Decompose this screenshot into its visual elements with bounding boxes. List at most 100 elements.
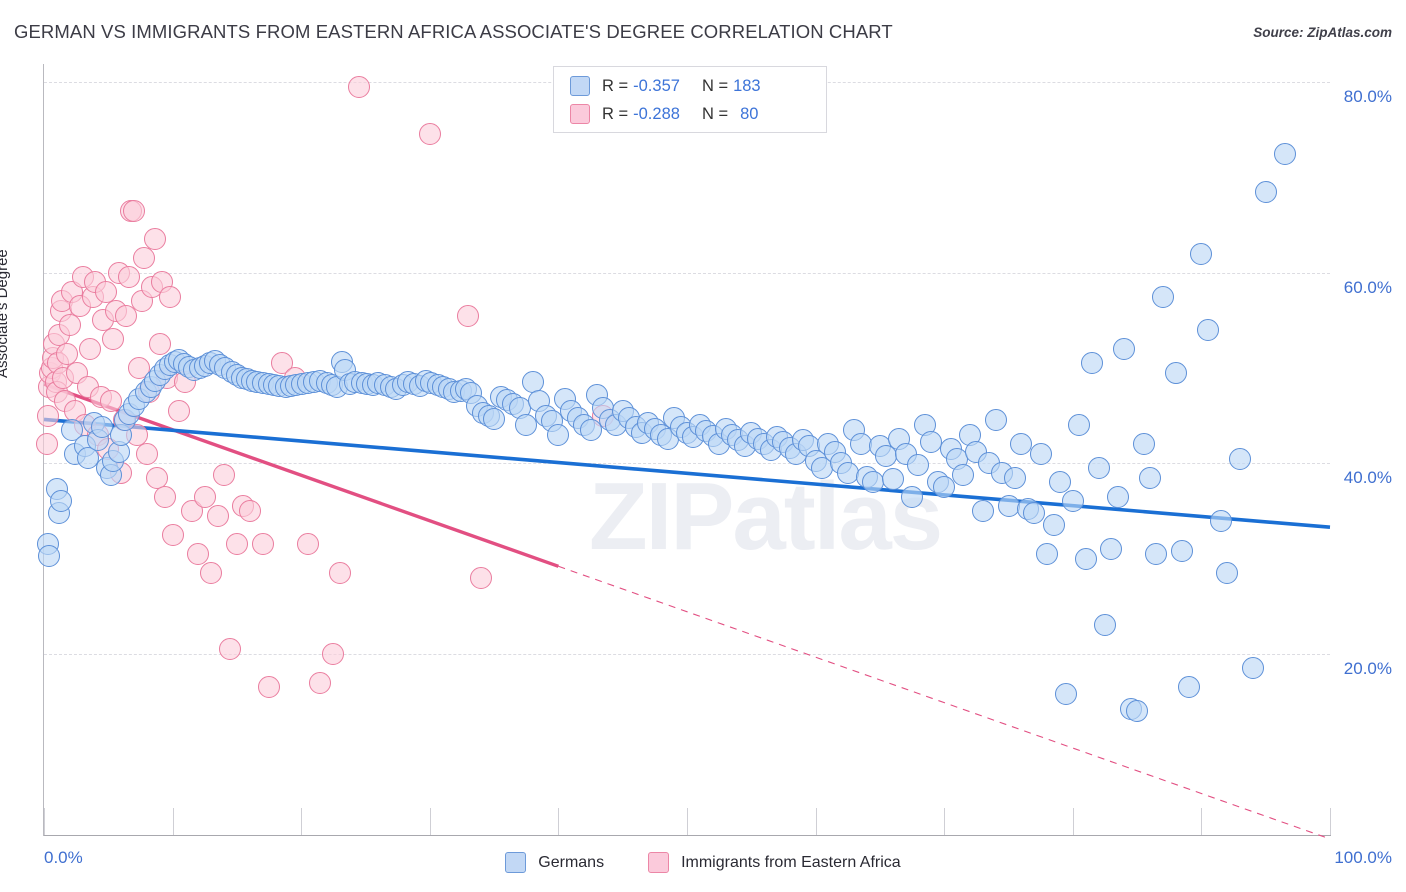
- data-point: [258, 676, 281, 699]
- data-point: [1138, 466, 1161, 489]
- data-point: [1241, 657, 1264, 680]
- data-point: [836, 461, 859, 484]
- data-point: [309, 671, 332, 694]
- y-axis-title: Associate's Degree: [0, 249, 11, 378]
- gridline-60: [44, 272, 1330, 274]
- data-point: [1003, 466, 1026, 489]
- data-point: [238, 500, 261, 522]
- data-point: [1209, 509, 1232, 532]
- data-point: [115, 304, 138, 327]
- x-tick-90: [1201, 808, 1203, 835]
- x-tick-80: [1072, 808, 1074, 835]
- stats-n-value: 183: [733, 76, 761, 95]
- data-point: [187, 542, 210, 565]
- data-point: [161, 523, 184, 546]
- legend-label-germans: Germans: [538, 853, 605, 871]
- data-point: [168, 399, 191, 422]
- data-point: [58, 314, 81, 337]
- legend-item-germans[interactable]: Germans: [505, 852, 604, 873]
- data-point: [1048, 471, 1071, 494]
- legend-swatch-immigrants: [648, 852, 670, 873]
- data-point: [328, 561, 351, 584]
- data-point: [579, 418, 602, 441]
- data-point: [102, 328, 125, 351]
- data-point: [94, 280, 117, 303]
- data-point: [1068, 414, 1091, 437]
- stats-swatch-germans: [570, 76, 590, 96]
- x-axis-label-max: 100.0%: [1334, 848, 1392, 867]
- data-point: [1132, 433, 1155, 456]
- data-point: [200, 561, 223, 584]
- data-point: [79, 337, 102, 360]
- gridline-40: [44, 463, 1330, 465]
- stats-r-value: -0.357: [633, 76, 680, 95]
- data-point: [470, 566, 493, 589]
- stats-row-immigrants: R = -0.288 N = 80: [570, 101, 758, 127]
- stats-swatch-immigrants: [570, 104, 590, 124]
- data-point: [1023, 501, 1046, 524]
- data-point: [219, 638, 242, 661]
- legend-item-immigrants[interactable]: Immigrants from Eastern Africa: [648, 852, 901, 873]
- data-point: [952, 463, 975, 486]
- data-point: [56, 342, 79, 365]
- data-point: [547, 423, 570, 446]
- data-point: [1036, 542, 1059, 565]
- stats-r-label: R =: [602, 76, 629, 95]
- data-point: [1196, 318, 1219, 341]
- data-point: [418, 123, 441, 146]
- data-point: [135, 442, 158, 465]
- data-point: [1228, 447, 1251, 470]
- data-point: [901, 485, 924, 508]
- data-point: [225, 533, 248, 556]
- data-point: [1061, 490, 1084, 513]
- data-point: [971, 500, 994, 522]
- x-tick-10: [172, 808, 174, 835]
- x-tick-70: [944, 808, 946, 835]
- stats-n-label: N =: [701, 76, 729, 95]
- legend-label-immigrants: Immigrants from Eastern Africa: [681, 853, 901, 871]
- data-point: [76, 446, 99, 469]
- data-point: [117, 266, 140, 289]
- trendline-germans: [43, 417, 1331, 530]
- data-point: [213, 463, 236, 486]
- data-point: [984, 409, 1007, 432]
- x-tick-60: [815, 808, 817, 835]
- series-legend: Germans Immigrants from Eastern Africa: [0, 852, 1406, 873]
- stats-n-value: 80: [740, 104, 759, 123]
- y-axis-label-40: 40.0%: [1343, 468, 1392, 488]
- data-point: [35, 433, 58, 456]
- data-point: [1113, 337, 1136, 360]
- data-point: [1029, 442, 1052, 465]
- data-point: [1010, 433, 1033, 456]
- stats-legend: R = -0.357 N = 183 R = -0.288 N = 80: [553, 66, 827, 133]
- stats-r-label: R =: [602, 104, 629, 123]
- data-point: [1126, 700, 1149, 723]
- page-title: GERMAN VS IMMIGRANTS FROM EASTERN AFRICA…: [14, 21, 893, 42]
- data-point: [1171, 540, 1194, 563]
- data-point: [1151, 285, 1174, 308]
- data-point: [1177, 676, 1200, 699]
- data-point: [1273, 142, 1296, 165]
- data-point: [348, 75, 371, 98]
- y-axis-label-20: 20.0%: [1343, 659, 1392, 678]
- data-point: [206, 504, 229, 527]
- data-point: [1074, 547, 1097, 570]
- data-point: [49, 489, 72, 512]
- data-point: [148, 333, 171, 356]
- data-point: [133, 247, 156, 270]
- y-axis-label-80: 80.0%: [1343, 87, 1392, 106]
- data-point: [1081, 352, 1104, 375]
- y-axis-label-60: 60.0%: [1343, 277, 1392, 297]
- data-point: [933, 476, 956, 499]
- data-point: [1254, 180, 1277, 203]
- data-point: [153, 485, 176, 508]
- gridline-20: [44, 654, 1330, 655]
- data-point: [457, 304, 480, 327]
- data-point: [1145, 542, 1168, 565]
- data-point: [515, 414, 538, 437]
- data-point: [322, 643, 345, 665]
- data-point: [128, 357, 151, 379]
- data-point: [1042, 514, 1065, 537]
- data-point: [1055, 683, 1078, 706]
